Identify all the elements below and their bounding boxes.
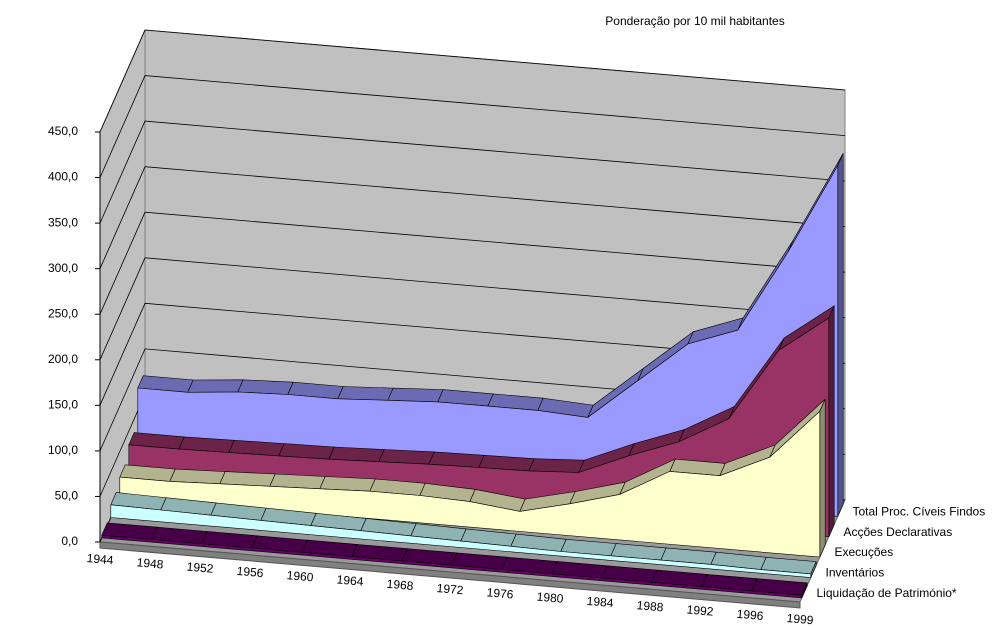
- x-tick-label: 1948: [136, 555, 164, 571]
- x-tick-label: 1999: [786, 611, 814, 627]
- grid-line: [99, 348, 846, 452]
- grid-line: [99, 257, 846, 360]
- x-tick-label: 1988: [636, 598, 664, 614]
- area: [101, 534, 803, 599]
- grid-line: [99, 211, 846, 315]
- grid-line: [99, 302, 846, 406]
- y-tick-label: 400,0: [48, 170, 78, 184]
- x-tick-label: 1944: [86, 551, 114, 567]
- x-tick-label: 1968: [386, 577, 414, 593]
- grid-line: [99, 75, 846, 178]
- y-tick-label: 250,0: [48, 306, 78, 320]
- y-tick-label: 0,0: [61, 534, 78, 548]
- series-label: Liquidação de Património*: [817, 586, 957, 600]
- series-label: Acções Declarativas: [844, 525, 953, 539]
- x-tick-label: 1964: [336, 572, 364, 588]
- series-label: Inventários: [826, 566, 885, 580]
- area-top: [387, 387, 444, 403]
- x-tick-label: 1960: [286, 568, 314, 584]
- y-tick-label: 350,0: [48, 215, 78, 229]
- area-side: [837, 153, 844, 517]
- x-tick-label: 1992: [686, 602, 714, 618]
- y-tick-label: 100,0: [48, 443, 78, 457]
- y-tick-label: 200,0: [48, 352, 78, 366]
- area: [110, 504, 812, 578]
- area-top: [528, 458, 585, 473]
- grid-line: [99, 29, 846, 133]
- area-side: [828, 305, 835, 537]
- grid-line: [99, 166, 846, 269]
- x-tick-label: 1952: [186, 560, 214, 576]
- y-tick-label: 150,0: [48, 398, 78, 412]
- series-label: Execuções: [835, 545, 894, 559]
- chart-title: Ponderação por 10 mil habitantes: [605, 14, 784, 28]
- series-label: Total Proc. Cíveis Findos: [853, 504, 986, 518]
- x-tick-label: 1984: [586, 594, 614, 610]
- area-top: [187, 379, 244, 393]
- grid-line: [99, 120, 846, 224]
- x-tick-label: 1980: [536, 590, 564, 606]
- floor-edge: [99, 541, 801, 609]
- x-tick-label: 1972: [436, 581, 464, 597]
- y-tick-label: 50,0: [55, 489, 79, 503]
- area: [119, 410, 821, 558]
- x-tick-label: 1956: [236, 564, 264, 580]
- y-tick-label: 450,0: [48, 124, 78, 138]
- area: [137, 164, 839, 517]
- area-top: [337, 386, 394, 401]
- x-tick-label: 1976: [486, 585, 514, 601]
- area-side: [819, 398, 826, 558]
- y-tick-label: 300,0: [48, 261, 78, 275]
- x-tick-label: 1996: [736, 607, 764, 623]
